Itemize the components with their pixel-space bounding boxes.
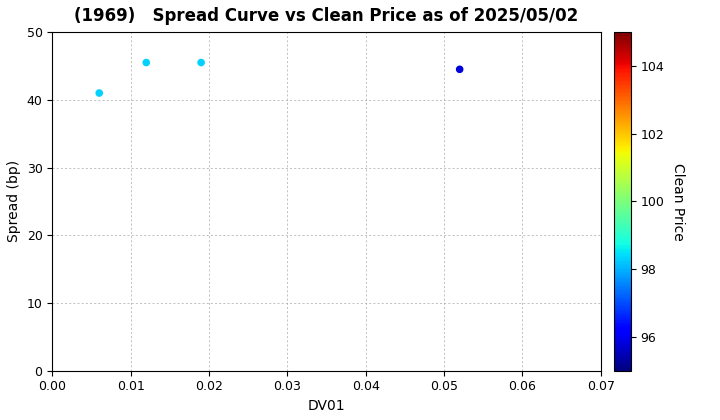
X-axis label: DV01: DV01	[307, 399, 346, 413]
Point	[195, 59, 207, 66]
Point	[140, 59, 152, 66]
Y-axis label: Clean Price: Clean Price	[671, 163, 685, 240]
Point	[454, 66, 465, 73]
Y-axis label: Spread (bp): Spread (bp)	[7, 160, 21, 242]
Point	[94, 89, 105, 96]
Title: (1969)   Spread Curve vs Clean Price as of 2025/05/02: (1969) Spread Curve vs Clean Price as of…	[74, 7, 579, 25]
